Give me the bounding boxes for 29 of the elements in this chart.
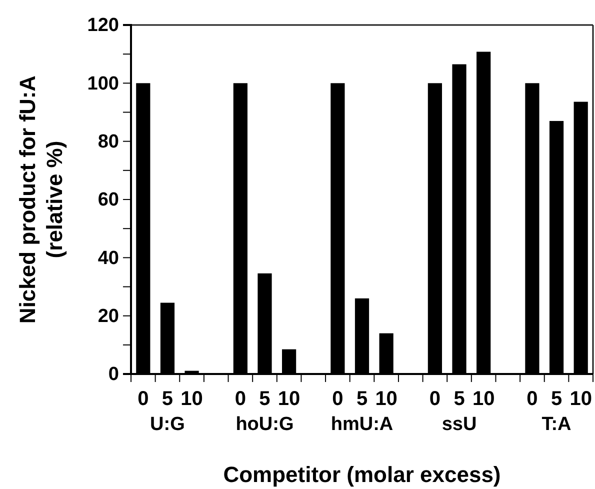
text: hmU:A	[330, 414, 394, 435]
x-tick-label: 10	[278, 388, 300, 410]
x-tick-label: 10	[180, 388, 203, 410]
x-tick-label: 0	[429, 388, 441, 410]
x-tick-label: 5	[356, 388, 368, 410]
y-axis-title: Nicked product for fU:A (relative %)	[15, 75, 67, 324]
x-tick-label: 5	[259, 388, 270, 410]
text: hoU:G	[236, 414, 294, 435]
y-tick-label: 0	[108, 364, 119, 386]
text: U:G	[150, 414, 185, 435]
x-tick-label: 0	[138, 388, 149, 410]
x-tick-label: 5	[550, 388, 562, 410]
x-tick-label: 5	[454, 388, 465, 410]
x-tick-label: 10	[375, 388, 398, 410]
x-tick-label: 0	[332, 388, 344, 410]
x-tick-label: 5	[162, 388, 174, 410]
x-tick-label: 0	[234, 388, 246, 410]
x-axis-title: Competitor (molar excess)	[223, 462, 501, 487]
text: T:A	[542, 414, 572, 435]
y-tick-label: 20	[98, 306, 119, 327]
x-tick-label: 10	[570, 388, 592, 410]
y-tick-label: 80	[98, 131, 119, 152]
y-tick-label: 100	[87, 73, 119, 94]
y-tick-label: 40	[98, 248, 119, 269]
y-tick-label: 60	[98, 190, 119, 211]
text: ssU	[442, 414, 477, 435]
y-tick-label: 120	[87, 15, 119, 36]
x-tick-label: 0	[526, 388, 538, 410]
x-tick-label: 10	[472, 388, 495, 410]
